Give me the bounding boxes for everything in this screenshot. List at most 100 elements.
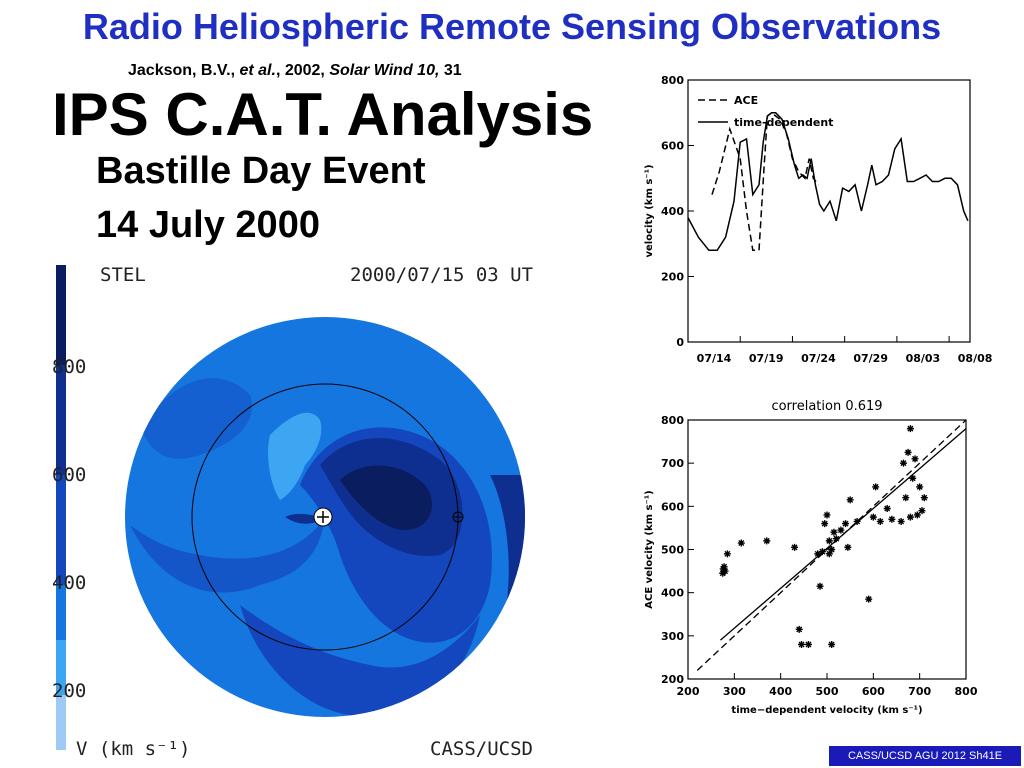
scale-band-mid — [56, 585, 66, 640]
event-name: Bastille Day Event — [96, 150, 426, 192]
x-axis-label: time−dependent velocity (km s⁻¹) — [731, 705, 922, 716]
x-tick-label: 700 — [908, 685, 931, 698]
x-tick-label: 400 — [769, 685, 792, 698]
y-tick-label: 700 — [661, 457, 684, 470]
scale-tick-label: 800 — [52, 356, 86, 378]
scatter-point — [723, 550, 731, 558]
x-tick-label: 08/03 — [906, 352, 941, 365]
velocity-timeseries-chart: 0 200 400 600 800 07/14 07/19 07/24 07/29 08/03 08… — [644, 74, 993, 365]
scatter-point — [872, 483, 880, 491]
scatter-point — [888, 515, 896, 523]
x-tick-label: 800 — [955, 685, 978, 698]
x-tick-label: 07/19 — [749, 352, 784, 365]
event-date: 14 July 2000 — [96, 204, 320, 246]
scatter-point — [909, 474, 917, 482]
x-tick-label: 07/14 — [697, 352, 732, 365]
main-title: IPS C.A.T. Analysis — [52, 81, 594, 148]
scatter-point — [737, 539, 745, 547]
y-axis-label: velocity (km s⁻¹) — [644, 164, 655, 257]
scatter-point — [832, 535, 840, 543]
series-line — [687, 112, 969, 252]
sun-marker — [313, 507, 333, 527]
citation: Jackson, B.V., et al., 2002, Solar Wind … — [128, 62, 462, 80]
identity-line — [696, 419, 967, 671]
x-tick-label: 200 — [677, 685, 700, 698]
scatter-point — [791, 543, 799, 551]
scatter-point — [814, 550, 822, 558]
velocity-map: 800 600 400 200 STEL 2000/07/15 03 UT V … — [52, 264, 533, 760]
x-tick-label: 500 — [816, 685, 839, 698]
scatter-point — [821, 520, 829, 528]
x-tick-label: 07/29 — [853, 352, 888, 365]
scatter-point — [899, 459, 907, 467]
scatter-point — [825, 537, 833, 545]
y-tick-label: 800 — [661, 414, 684, 427]
map-credit: CASS/UCSD — [430, 738, 533, 760]
x-tick-label: 08/08 — [958, 352, 993, 365]
scatter-point — [876, 517, 884, 525]
scale-band-darker — [56, 365, 66, 475]
y-tick-label: 500 — [661, 544, 684, 557]
scale-band-dark — [56, 475, 66, 585]
scatter-point — [906, 425, 914, 433]
scale-tick-label: 400 — [52, 572, 86, 594]
scatter-point — [828, 640, 836, 648]
x-tick-label: 300 — [723, 685, 746, 698]
y-tick-label: 200 — [661, 271, 684, 284]
scale-band-darkest — [56, 265, 66, 365]
map-left-label: STEL — [100, 264, 146, 286]
scatter-point — [869, 513, 877, 521]
y-tick-label: 400 — [661, 587, 684, 600]
y-axis-label: ACE velocity (km s⁻¹) — [644, 490, 655, 608]
scatter-point — [720, 563, 728, 571]
scatter-point — [911, 455, 919, 463]
velocity-region — [130, 517, 325, 593]
velocity-region — [140, 378, 252, 459]
scatter-point — [823, 511, 831, 519]
scatter-point — [828, 546, 836, 553]
scale-tick-label: 600 — [52, 464, 86, 486]
y-tick-label: 0 — [676, 336, 684, 349]
scatter-point — [883, 504, 891, 512]
scatter-point — [763, 537, 771, 545]
scatter-point — [837, 526, 845, 534]
y-tick-label: 400 — [661, 205, 684, 218]
legend-label: time-dependent — [734, 116, 833, 129]
scatter-point — [795, 625, 803, 633]
velocity-region — [240, 605, 480, 717]
chart-title: correlation 0.619 — [771, 399, 882, 414]
scatter-point — [846, 496, 854, 504]
legend-label: ACE — [734, 94, 758, 107]
scatter-point — [844, 543, 852, 551]
slide-title: Radio Heliospheric Remote Sensing Observ… — [82, 6, 942, 47]
citation-page: 31 — [439, 62, 462, 79]
citation-year: , 2002, — [275, 62, 330, 79]
velocity-region — [340, 465, 433, 530]
earth-marker — [452, 511, 464, 523]
scatter-point — [804, 640, 812, 648]
y-tick-label: 800 — [661, 74, 684, 87]
color-scale-bar — [56, 265, 66, 750]
scatter-point — [842, 520, 850, 528]
velocity-region — [268, 412, 322, 500]
citation-etal: et al. — [239, 62, 276, 79]
y-tick-label: 600 — [661, 500, 684, 513]
scatter-point — [865, 595, 873, 603]
scale-band-lightest — [56, 695, 66, 750]
scatter-point — [916, 483, 924, 491]
scatter-point — [904, 448, 912, 456]
scatter-point — [853, 517, 861, 525]
scatter-point — [918, 507, 926, 515]
scatter-point — [913, 511, 921, 519]
scale-band-light — [56, 640, 66, 695]
scatter-point — [902, 494, 910, 502]
scatter-point — [906, 513, 914, 521]
scatter-point — [825, 550, 833, 558]
y-tick-label: 200 — [661, 673, 684, 686]
scatter-point — [818, 548, 826, 556]
scatter-point — [920, 494, 928, 502]
scatter-point — [816, 582, 824, 590]
map-timestamp: 2000/07/15 03 UT — [350, 264, 533, 286]
y-tick-label: 600 — [661, 140, 684, 153]
x-tick-label: 07/24 — [801, 352, 836, 365]
